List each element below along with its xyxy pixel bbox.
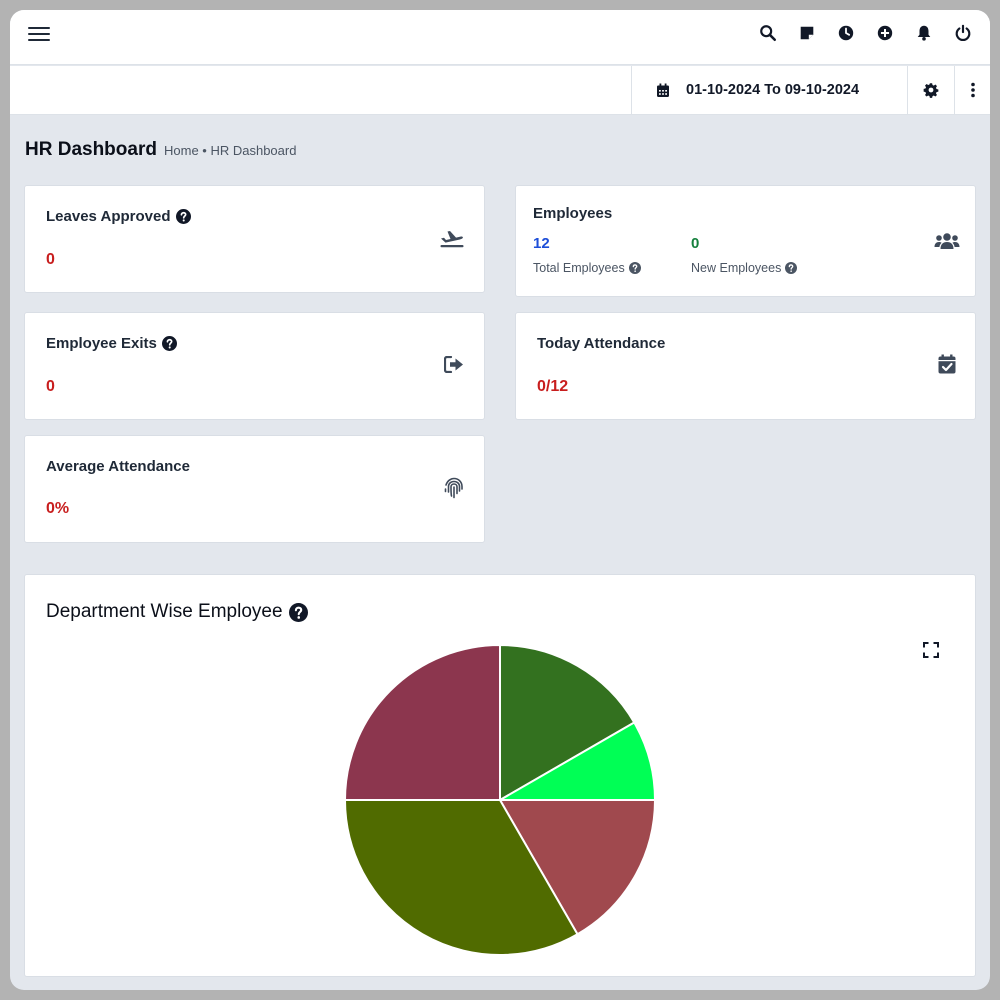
pie-slice[interactable] [343, 799, 579, 956]
card-title-text: Average Attendance [46, 458, 190, 475]
leaves-approved-card: Leaves Approved 0 [24, 185, 485, 293]
chart-title-text: Department Wise Employee [46, 601, 283, 622]
top-icons [748, 21, 982, 45]
help-icon[interactable] [785, 262, 798, 274]
pie-slice[interactable] [499, 643, 636, 802]
breadcrumb[interactable]: Home • HR Dashboard [164, 143, 297, 158]
bell-icon[interactable] [904, 21, 943, 45]
total-employees-label: Total Employees [533, 261, 641, 275]
plus-circle-icon[interactable] [865, 21, 904, 45]
card-title: Leaves Approved [46, 208, 191, 225]
date-range-text: 01-10-2024 To 09-10-2024 [686, 82, 860, 98]
total-employees-value: 12 [533, 235, 550, 252]
new-employees-label: New Employees [691, 261, 798, 275]
clock-icon[interactable] [826, 21, 865, 45]
help-icon[interactable] [288, 602, 308, 622]
sign-out-icon [444, 356, 464, 373]
note-icon[interactable] [787, 21, 826, 45]
top-navbar [10, 10, 990, 65]
card-title-text: Employees [533, 205, 613, 222]
date-toolbar: 01-10-2024 To 09-10-2024 [10, 66, 990, 115]
leaves-approved-value: 0 [46, 251, 55, 268]
app-frame: 01-10-2024 To 09-10-2024 HR Dashboard Ho… [10, 10, 990, 990]
label-text: Total Employees [533, 261, 625, 275]
card-title: Employee Exits [46, 335, 177, 352]
users-icon [934, 231, 960, 251]
card-title-text: Today Attendance [537, 335, 666, 352]
menu-icon[interactable] [28, 24, 50, 44]
department-pie-chart [343, 643, 657, 956]
fingerprint-icon [444, 477, 464, 499]
average-attendance-value: 0% [46, 500, 70, 517]
pie-slice[interactable] [498, 799, 657, 936]
vertical-dots-icon [970, 82, 975, 98]
settings-button[interactable] [908, 66, 955, 114]
chart-title: Department Wise Employee [46, 601, 308, 623]
department-chart-card: Department Wise Employee [24, 574, 976, 977]
pie-slice[interactable] [343, 643, 501, 801]
plane-departure-icon [439, 227, 465, 249]
today-attendance-value: 0/12 [537, 378, 569, 395]
help-icon[interactable] [161, 336, 177, 351]
new-employees-value: 0 [691, 235, 700, 252]
card-title-text: Employee Exits [46, 335, 157, 352]
help-icon[interactable] [175, 209, 191, 224]
employee-exits-value: 0 [46, 378, 55, 395]
average-attendance-card: Average Attendance 0% [24, 435, 485, 543]
search-icon[interactable] [748, 21, 787, 45]
date-range-picker[interactable]: 01-10-2024 To 09-10-2024 [631, 66, 908, 114]
employee-exits-card: Employee Exits 0 [24, 312, 485, 420]
expand-icon[interactable] [923, 642, 939, 658]
gear-icon [923, 83, 939, 98]
calendar-check-icon [938, 354, 956, 374]
page-title: HR Dashboard [25, 139, 157, 160]
today-attendance-card: Today Attendance 0/12 [515, 312, 976, 420]
employees-card: Employees 12 Total Employees 0 New Emplo… [515, 185, 976, 297]
more-options-button[interactable] [955, 66, 990, 114]
calendar-icon [657, 83, 669, 97]
card-title-text: Leaves Approved [46, 208, 171, 225]
help-icon[interactable] [628, 262, 641, 274]
power-icon[interactable] [943, 21, 982, 45]
label-text: New Employees [691, 261, 782, 275]
